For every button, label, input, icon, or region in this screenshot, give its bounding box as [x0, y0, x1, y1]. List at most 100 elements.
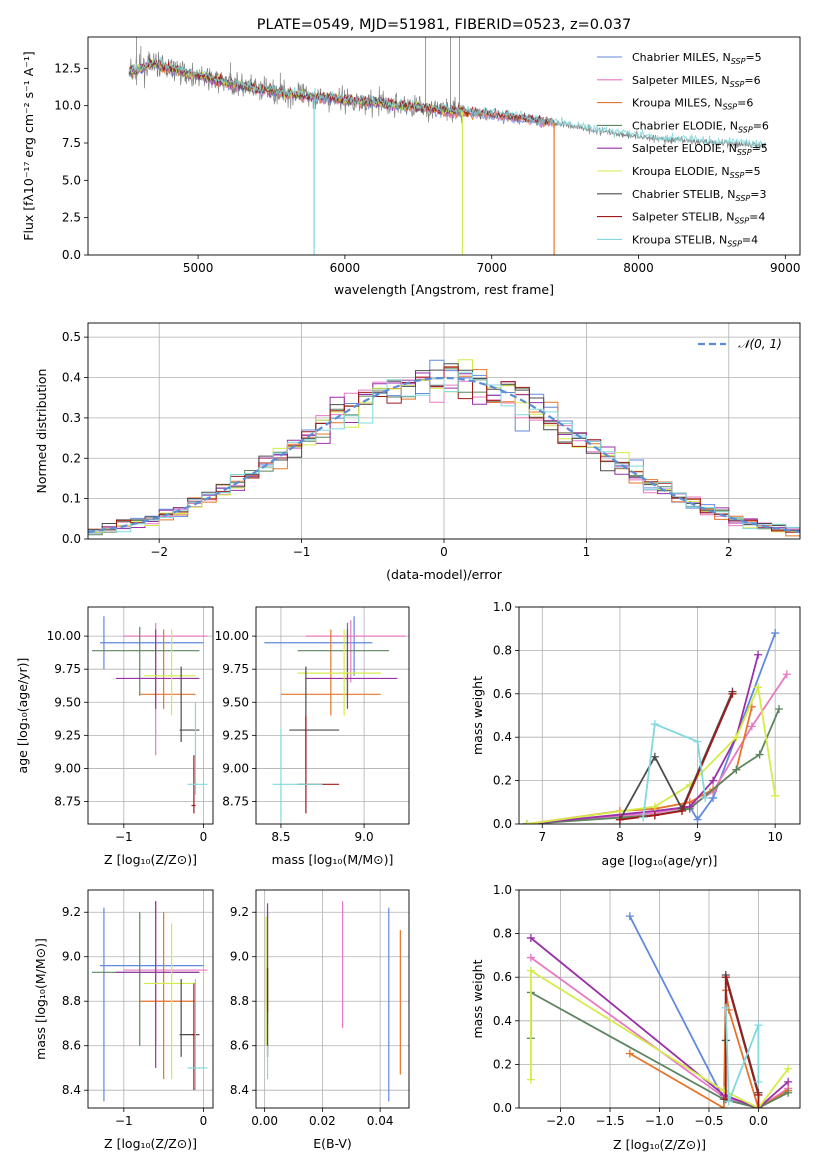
- spectrum-x-tick-label: 8000: [623, 261, 654, 275]
- mass_vs_Z-x-tick-label: 0: [200, 1114, 208, 1128]
- weight_vs_age-y-tick-label: 0.2: [493, 774, 512, 788]
- residuals-frame: [87, 322, 801, 540]
- weight_vs_Z-x-tick-label: −1.5: [595, 1114, 624, 1128]
- legend-label-text: Kroupa MILES, N: [632, 97, 722, 110]
- age_vs_Z-x-label: Z [log₁₀(Z/Z⊙)]: [104, 852, 197, 867]
- residuals-y-tick-label: 0.2: [62, 451, 81, 465]
- legend-label-text: Salpeter ELODIE, N: [632, 142, 737, 155]
- age_vs_mass-y-tick-label: 10.00: [215, 629, 249, 643]
- legend-label-sub: SSP: [730, 171, 745, 180]
- mass_vs_Z-frame: [87, 889, 214, 1109]
- weight_vs_Z-frame: [518, 889, 801, 1109]
- weight_vs_Z-line-salpeter_miles: [530, 956, 789, 1108]
- mass_vs_ebv-y-tick-label: 9.2: [230, 905, 249, 919]
- legend-label-sub: SSP: [737, 148, 752, 157]
- spectrum-panel: 5000 6000 7000 8000 9000 0.0 2.5 5.0 7.5 10.0 12.5…: [21, 17, 801, 297]
- legend-label-suffix: =4: [742, 233, 758, 246]
- residuals-x-tick-label: −2: [150, 545, 168, 559]
- residuals-y-tick-label: 0.4: [62, 371, 81, 385]
- residuals-y-tick-label: 0.5: [62, 330, 81, 344]
- legend-label-suffix: =5: [752, 142, 768, 155]
- weight_vs_age-marker-kroupa_elodie: [732, 733, 741, 742]
- legend-label-suffix: =5: [744, 165, 760, 178]
- weight_vs_age-y-tick-label: 0.4: [493, 730, 512, 744]
- legend-label-text: Salpeter STELIB, N: [632, 211, 734, 224]
- legend-label-text: Chabrier STELIB, N: [632, 188, 736, 201]
- residuals-x-tick-label: 0: [440, 545, 448, 559]
- weight_vs_Z-x-tick-label: −2.0: [546, 1114, 575, 1128]
- weight_vs_Z-plot-area: [526, 912, 793, 1108]
- age_vs_mass-panel: 8.5 9.0 8.75 9.00 9.25 9.50 9.75 10.00 mass [log…: [215, 606, 410, 867]
- mass_vs_ebv-y-tick-label: 8.4: [230, 1083, 249, 1097]
- age_vs_mass-plot-area: [264, 616, 406, 822]
- residuals-x-tick-label: 1: [583, 545, 591, 559]
- mass_vs_Z-y-tick-label: 9.0: [62, 950, 81, 964]
- age_vs_Z-y-tick-label: 9.50: [54, 695, 81, 709]
- weight_vs_age-panel: 7 8 9 10 0.0 0.2 0.4 0.6 0.8 1.0 age [log₁₀(age/yr…: [470, 600, 801, 868]
- weight_vs_age-marker-salpeter_stelib: [728, 689, 737, 698]
- legend-label-chabrier_elodie: Chabrier ELODIE, NSSP=6: [632, 119, 769, 134]
- spectrum-y-tick-label: 5.0: [62, 173, 81, 187]
- legend-label-text: Chabrier MILES, N: [632, 51, 731, 64]
- legend-label-suffix: =6: [753, 119, 769, 132]
- weight_vs_Z-x-tick-label: 0.0: [749, 1114, 768, 1128]
- spectrum-y-tick-label: 10.0: [54, 99, 81, 113]
- age_vs_Z-y-tick-label: 9.75: [54, 662, 81, 676]
- legend-label-suffix: =3: [750, 188, 766, 201]
- legend-label-sub: SSP: [731, 57, 746, 66]
- legend-label-text: Salpeter MILES, N: [632, 74, 730, 87]
- weight_vs_age-x-tick-label: 10: [768, 830, 783, 844]
- normal-curve: [88, 376, 800, 533]
- weight_vs_Z-x-tick-label: −0.5: [694, 1114, 723, 1128]
- weight_vs_age-marker-salpeter_stelib: [678, 806, 687, 815]
- residuals-y-tick-label: 0.3: [62, 411, 81, 425]
- mass_vs_ebv-x-tick-label: 0.02: [309, 1114, 336, 1128]
- age_vs_mass-x-label: mass [log₁₀(M/M⊙)]: [272, 852, 394, 867]
- age_vs_Z-x-tick-label: −1: [115, 830, 133, 844]
- legend-label-kroupa_stelib: Kroupa STELIB, NSSP=4: [632, 233, 758, 248]
- mass_vs_ebv-frame: [255, 889, 410, 1109]
- weight_vs_age-marker-kroupa_elodie: [771, 791, 780, 800]
- weight_vs_age-plot-area: [522, 629, 791, 824]
- residuals-x-tick-label: 2: [725, 545, 733, 559]
- weight_vs_age-marker-salpeter_stelib: [615, 815, 624, 824]
- weight_vs_Z-marker-kroupa_stelib: [754, 1021, 763, 1030]
- legend-label-text: Chabrier ELODIE, N: [632, 119, 738, 132]
- weight_vs_Z-y-label: mass weight: [470, 959, 485, 1038]
- legend-label-text: Kroupa ELODIE, N: [632, 165, 730, 178]
- weight_vs_age-marker-chabrier_miles: [771, 629, 780, 638]
- legend-label-suffix: =6: [744, 74, 760, 87]
- weight_vs_age-y-tick-label: 0.6: [493, 687, 512, 701]
- spectrum-y-tick-label: 12.5: [54, 61, 81, 75]
- weight_vs_age-marker-chabrier_elodie: [732, 765, 741, 774]
- weight_vs_age-marker-salpeter_stelib: [650, 811, 659, 820]
- spectrum-model-kroupa_stelib: [128, 56, 767, 150]
- weight_vs_Z-marker-kroupa_stelib: [724, 1097, 733, 1106]
- weight_vs_age-line-kroupa_elodie: [526, 684, 777, 824]
- weight_vs_Z-marker-kroupa_miles: [625, 1049, 634, 1058]
- weight_vs_age-marker-kroupa_stelib: [693, 737, 702, 746]
- weight_vs_Z-marker-salpeter_stelib: [754, 1104, 763, 1108]
- spectrum-y-label: Flux [fλ10⁻¹⁷ erg cm⁻² s⁻¹ A⁻¹]: [21, 51, 36, 240]
- weight_vs_age-line-salpeter_elodie: [526, 654, 759, 824]
- age_vs_Z-y-tick-label: 10.00: [47, 629, 81, 643]
- weight_vs_age-marker-kroupa_stelib: [650, 720, 659, 729]
- weight_vs_Z-y-tick-label: 0.2: [493, 1057, 512, 1071]
- age_vs_mass-x-tick-label: 8.5: [271, 830, 290, 844]
- weight_vs_Z-marker-kroupa_miles: [719, 1104, 728, 1108]
- spectrum-model-salpeter_stelib: [129, 58, 554, 126]
- legend-label-kroupa_elodie: Kroupa ELODIE, NSSP=5: [632, 165, 761, 180]
- age_vs_Z-panel: −1 0 8.75 9.00 9.25 9.50 9.75 10.00 Z [log₁₀(Z/Z…: [15, 606, 214, 867]
- weight_vs_Z-marker-salpeter_miles: [526, 953, 535, 962]
- spectrum-y-tick-label: 0.0: [62, 248, 81, 262]
- spectrum-x-tick-label: 6000: [330, 261, 361, 275]
- weight_vs_age-y-tick-label: 0.8: [493, 643, 512, 657]
- mass_vs_ebv-x-tick-label: 0.04: [367, 1114, 394, 1128]
- weight_vs_age-marker-chabrier_elodie: [755, 750, 764, 759]
- weight_vs_age-marker-salpeter_elodie: [709, 776, 718, 785]
- legend-label-suffix: =4: [749, 211, 765, 224]
- legend-label-chabrier_stelib: Chabrier STELIB, NSSP=3: [632, 188, 766, 203]
- spectrum-title: PLATE=0549, MJD=51981, FIBERID=0523, z=0…: [257, 17, 631, 33]
- mass_vs_Z-y-label: mass [log₁₀(M/M⊙)]: [33, 938, 48, 1060]
- age_vs_Z-y-tick-label: 8.75: [54, 795, 81, 809]
